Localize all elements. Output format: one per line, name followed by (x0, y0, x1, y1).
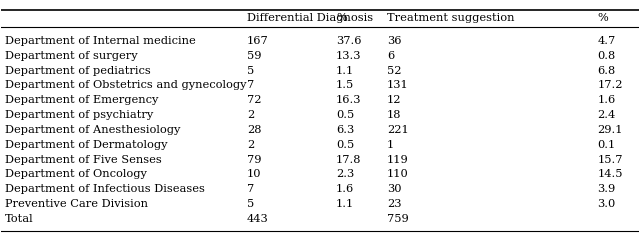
Text: 14.5: 14.5 (597, 169, 623, 179)
Text: 12: 12 (387, 95, 401, 105)
Text: 4.7: 4.7 (597, 36, 616, 46)
Text: Preventive Care Division: Preventive Care Division (4, 199, 148, 209)
Text: 15.7: 15.7 (597, 154, 623, 165)
Text: 0.8: 0.8 (597, 51, 616, 61)
Text: 59: 59 (246, 51, 261, 61)
Text: 1: 1 (387, 140, 394, 150)
Text: 2.3: 2.3 (336, 169, 354, 179)
Text: 23: 23 (387, 199, 401, 209)
Text: 28: 28 (246, 125, 261, 135)
Text: 1.6: 1.6 (336, 184, 354, 194)
Text: 17.8: 17.8 (336, 154, 362, 165)
Text: 10: 10 (246, 169, 261, 179)
Text: 6.3: 6.3 (336, 125, 354, 135)
Text: 5: 5 (246, 66, 254, 76)
Text: Department of Oncology: Department of Oncology (4, 169, 147, 179)
Text: 6: 6 (387, 51, 394, 61)
Text: %: % (597, 13, 608, 23)
Text: 3.9: 3.9 (597, 184, 616, 194)
Text: Department of Emergency: Department of Emergency (4, 95, 158, 105)
Text: Treatment suggestion: Treatment suggestion (387, 13, 515, 23)
Text: Department of pediatrics: Department of pediatrics (4, 66, 150, 76)
Text: 1.5: 1.5 (336, 80, 354, 90)
Text: 37.6: 37.6 (336, 36, 362, 46)
Text: 36: 36 (387, 36, 401, 46)
Text: Department of Infectious Diseases: Department of Infectious Diseases (4, 184, 204, 194)
Text: 79: 79 (246, 154, 261, 165)
Text: 443: 443 (246, 214, 268, 224)
Text: 7: 7 (246, 80, 254, 90)
Text: 5: 5 (246, 199, 254, 209)
Text: Differential Diagnosis: Differential Diagnosis (246, 13, 373, 23)
Text: 1.1: 1.1 (336, 199, 354, 209)
Text: Total: Total (4, 214, 33, 224)
Text: 16.3: 16.3 (336, 95, 362, 105)
Text: 18: 18 (387, 110, 401, 120)
Text: Department of psychiatry: Department of psychiatry (4, 110, 153, 120)
Text: 0.5: 0.5 (336, 110, 354, 120)
Text: 6.8: 6.8 (597, 66, 616, 76)
Text: 7: 7 (246, 184, 254, 194)
Text: 0.5: 0.5 (336, 140, 354, 150)
Text: 29.1: 29.1 (597, 125, 623, 135)
Text: 110: 110 (387, 169, 409, 179)
Text: Department of Anesthesiology: Department of Anesthesiology (4, 125, 180, 135)
Text: 2: 2 (246, 110, 254, 120)
Text: 1.6: 1.6 (597, 95, 616, 105)
Text: 30: 30 (387, 184, 401, 194)
Text: 72: 72 (246, 95, 261, 105)
Text: 221: 221 (387, 125, 409, 135)
Text: 0.1: 0.1 (597, 140, 616, 150)
Text: Department of Internal medicine: Department of Internal medicine (4, 36, 195, 46)
Text: 2.4: 2.4 (597, 110, 616, 120)
Text: 17.2: 17.2 (597, 80, 623, 90)
Text: 131: 131 (387, 80, 409, 90)
Text: 759: 759 (387, 214, 409, 224)
Text: 2: 2 (246, 140, 254, 150)
Text: %: % (336, 13, 347, 23)
Text: 3.0: 3.0 (597, 199, 616, 209)
Text: Department of Obstetrics and gynecology: Department of Obstetrics and gynecology (4, 80, 246, 90)
Text: 167: 167 (246, 36, 268, 46)
Text: Department of Dermatology: Department of Dermatology (4, 140, 167, 150)
Text: 119: 119 (387, 154, 409, 165)
Text: 1.1: 1.1 (336, 66, 354, 76)
Text: Department of surgery: Department of surgery (4, 51, 137, 61)
Text: 13.3: 13.3 (336, 51, 362, 61)
Text: Department of Five Senses: Department of Five Senses (4, 154, 161, 165)
Text: 52: 52 (387, 66, 401, 76)
